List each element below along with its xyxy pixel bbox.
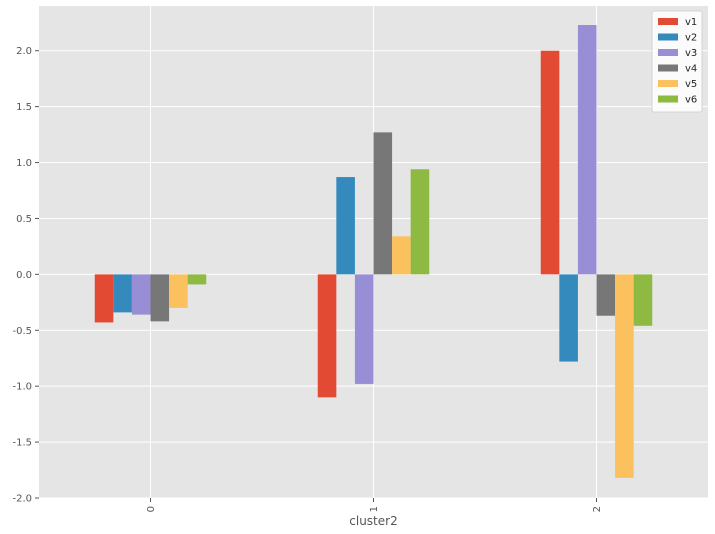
y-tick-label: 1.5 [16,102,32,113]
legend-label-v4: v4 [685,64,697,75]
bar-v1-1 [317,274,337,398]
legend-swatch-v1 [658,18,678,25]
bar-v4-0 [150,274,170,322]
bar-v5-1 [392,236,411,275]
legend-label-v5: v5 [685,79,697,90]
x-tick-label: 0 [146,506,157,512]
bar-v2-1 [336,177,355,275]
y-axis-ticks: -2.0 -1.5 -1.0 -0.5 0.0 0.5 1.0 1.5 2.0 [12,46,39,505]
bar-v1-0 [94,274,114,323]
legend: v1 v2 v3 v4 v5 v6 [651,10,703,113]
legend-label-v6: v6 [685,95,697,106]
legend-swatch-v3 [658,49,678,56]
bar-v5-0 [169,274,188,308]
legend-label-v3: v3 [685,48,697,59]
x-tick-label: 2 [592,506,603,512]
bar-v4-2 [596,274,616,316]
y-tick-label: -1.0 [12,382,32,393]
legend-swatch-v6 [658,95,678,103]
bar-v4-1 [373,132,393,275]
y-tick-label: -1.5 [12,438,32,449]
bar-v3-2 [577,25,597,275]
y-tick-label: -0.5 [12,326,32,337]
y-tick-label: -2.0 [12,494,32,505]
y-tick-label: 0.0 [16,270,32,281]
bar-v3-1 [354,274,374,384]
bars [94,25,653,478]
bar-v2-2 [559,274,578,362]
legend-swatch-v4 [658,64,678,72]
y-tick-label: 1.0 [16,158,32,169]
legend-label-v1: v1 [685,17,697,28]
x-axis-label: cluster2 [349,514,397,528]
bar-v2-0 [113,274,132,313]
bar-v6-0 [187,274,207,285]
y-tick-label: 0.5 [16,214,32,225]
legend-swatch-v2 [658,33,678,41]
legend-label-v2: v2 [685,33,697,44]
bar-v6-2 [633,274,653,326]
x-axis-ticks: 0 1 2 [146,498,603,512]
bar-v5-2 [615,274,634,478]
x-tick-label: 1 [369,506,380,512]
bar-v1-2 [540,50,560,275]
bar-v6-1 [410,169,430,275]
legend-swatch-v5 [658,80,678,87]
y-tick-label: 2.0 [16,46,32,57]
bar-v3-0 [131,274,151,315]
